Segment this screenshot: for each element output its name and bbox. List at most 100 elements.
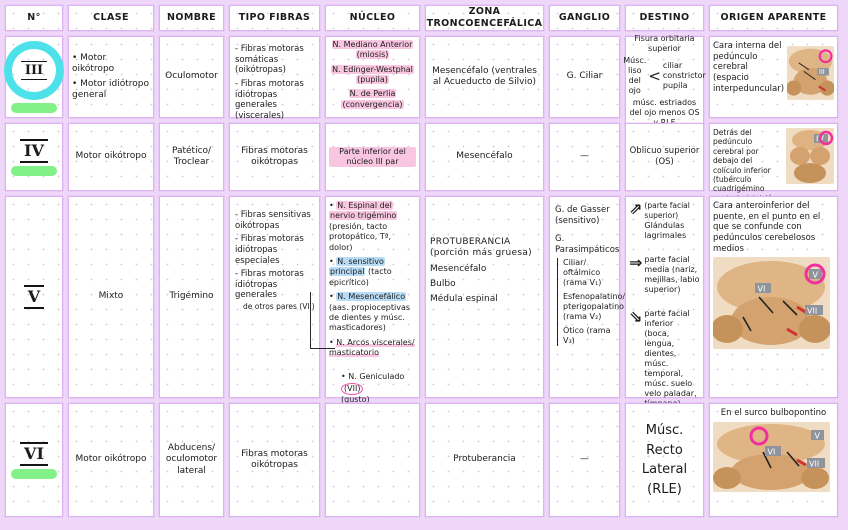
header-ganglio: GANGLIO xyxy=(550,6,619,30)
header-num: N° xyxy=(6,6,62,30)
label-chip: VI xyxy=(765,445,781,456)
nucleus-badge: (VII) xyxy=(341,382,364,396)
row-v-tipo-fibras: Fibras sensitivas oikótropas Fibras moto… xyxy=(230,197,319,397)
row-v-clase: Mixto xyxy=(69,197,153,397)
nucleus-detail: (presión, tacto protopático, Tª, dolor) xyxy=(329,221,392,252)
fiber-type: Fibras motoras idiótropas generales xyxy=(235,269,316,301)
row-vi-destino: Músc. Recto Lateral (RLE) xyxy=(626,404,703,516)
pink-circle-marker xyxy=(818,130,834,146)
fiber-type: Fibras motoras somáticas (oikótropas) xyxy=(235,44,316,76)
destination-line: Fisura orbitaria superior xyxy=(634,34,695,53)
nucleus-detail: (gusto) xyxy=(341,395,370,405)
label-chip: VII xyxy=(807,457,825,468)
brainstem-image: VI V VII xyxy=(713,257,830,350)
ganglion: — xyxy=(580,454,589,465)
ganglion-group-title: G. Parasimpáticos xyxy=(555,234,620,255)
label-chip: III xyxy=(817,67,829,76)
ganglion: Ótico (rama V₃) xyxy=(563,325,611,345)
nerve-name: Trigémino xyxy=(169,291,214,302)
svg-text:VI: VI xyxy=(768,447,776,456)
brainstem-image: III xyxy=(787,46,834,100)
row-vi-nombre: Abducens/ oculomotor lateral xyxy=(160,404,223,516)
nucleus: N. Geniculado xyxy=(348,372,405,382)
apparent-origin-caption: En el surco bulbopontino xyxy=(720,408,827,418)
header-clase: CLASE xyxy=(69,6,153,30)
fiber-type: Fibras sensitivas oikótropas xyxy=(235,210,316,231)
row-vi-zona: Protuberancia xyxy=(426,404,543,516)
header-origen: ORIGEN APARENTE xyxy=(710,6,837,30)
clase-item: Mixto xyxy=(98,291,124,302)
brainstem-zone: Mesencéfalo xyxy=(456,151,513,162)
header-tipo-fibras: TIPO FIBRAS xyxy=(230,6,319,30)
brainstem-zone: Protuberancia xyxy=(453,454,516,465)
label-chip: VII xyxy=(805,305,823,316)
svg-text:III: III xyxy=(819,68,825,76)
destination-line: parte facial inferior (boca, lengua, die… xyxy=(644,309,697,408)
row-iii-num: III xyxy=(4,37,64,117)
row-iv-tipo-fibras: Fibras motoras oikótropas xyxy=(230,124,319,190)
roman-numeral-iv: IV xyxy=(20,138,48,163)
pink-circle-marker xyxy=(749,426,769,446)
nucleus: N. Mesencefálico xyxy=(336,292,407,302)
ganglion: Esfenopalatino/ pterigopalatino (rama V₂… xyxy=(563,291,626,321)
destination-brace-item: constrictor pupila xyxy=(662,71,706,90)
brainstem-zone: Mesencéfalo xyxy=(430,263,487,274)
svg-text:VII: VII xyxy=(807,307,817,316)
nucleus: Parte inferior del núcleo III par xyxy=(329,146,416,168)
header-zona: ZONA TRONCOENCEFÁLICA xyxy=(426,6,543,30)
svg-text:VI: VI xyxy=(758,285,766,294)
fiber-type: Fibras motoras oikótropas xyxy=(241,448,308,470)
nerve-name: Patético/ Troclear xyxy=(171,145,212,167)
header-destino-label: DESTINO xyxy=(639,12,690,24)
nerve-name: Oculomotor xyxy=(165,71,218,82)
row-v-zona: PROTUBERANCIA (porción más gruesa) Mesen… xyxy=(426,197,543,397)
fiber-type: Fibras motoras idiótropas especiales xyxy=(235,234,316,266)
fiber-type-note: de otros pares (VII) xyxy=(243,302,315,311)
ganglion: G. Ciliar xyxy=(566,71,603,82)
header-nucleo: NÚCLEO xyxy=(326,6,419,30)
brainstem-zone: Mesencéfalo (ventrales al Acueducto de S… xyxy=(432,65,537,87)
header-nombre: NOMBRE xyxy=(160,6,223,30)
row-vi-ganglio: — xyxy=(550,404,619,516)
brainstem-image: VI V VII xyxy=(713,421,830,492)
clase-item: Motor oikótropo xyxy=(75,454,147,465)
row-iv-nucleo: Parte inferior del núcleo III par xyxy=(326,124,419,190)
header-zona-label: ZONA TRONCOENCEFÁLICA xyxy=(426,6,543,29)
row-v-destino: ⇗ (parte facial superior) Glándulas lagr… xyxy=(626,197,703,408)
apparent-origin-caption: Cara anteroinferior del puente, en el pu… xyxy=(713,201,821,254)
ganglion: Ciliar/ oftálmico (rama V₁) xyxy=(563,257,602,287)
header-tipo-fibras-label: TIPO FIBRAS xyxy=(238,12,311,24)
brace-glyph: < xyxy=(648,66,661,85)
destination-pre: (parte facial superior) xyxy=(644,201,690,220)
destination-brace-label: Músc. liso del ojo xyxy=(623,56,647,95)
brainstem-zone: Médula espinal xyxy=(430,294,498,304)
brainstem-zone: Bulbo xyxy=(430,278,456,289)
destination-line: Glándulas lagrimales xyxy=(644,221,687,240)
green-highlight-bar xyxy=(11,468,57,479)
header-destino: DESTINO xyxy=(626,6,703,30)
connector-line xyxy=(310,292,335,349)
row-iii-zona: Mesencéfalo (ventrales al Acueducto de S… xyxy=(426,37,543,117)
nerve-name: Abducens/ oculomotor lateral xyxy=(165,443,218,476)
header-num-label: N° xyxy=(27,12,41,24)
row-iii-tipo-fibras: Fibras motoras somáticas (oikótropas) Fi… xyxy=(230,37,319,121)
row-iv-num: IV xyxy=(6,124,62,190)
row-iv-origen: Detrás del pedúnculo cerebral por debajo… xyxy=(710,124,837,212)
destination-line: Oblicuo superior (OS) xyxy=(629,146,700,167)
row-vi-nucleo xyxy=(326,404,419,516)
row-v-nucleo: • N. Espinal del nervio trigémino (presi… xyxy=(326,197,419,404)
row-iii-origen: Cara interna del pedúnculo cerebral (esp… xyxy=(710,37,837,117)
fiber-type: Fibras motoras oikótropas xyxy=(241,145,308,167)
row-vi-clase: Motor oikótropo xyxy=(69,404,153,516)
label-chip: V xyxy=(809,269,822,280)
svg-text:V: V xyxy=(813,271,819,280)
row-v-origen: Cara anteroinferior del puente, en el pu… xyxy=(710,197,837,397)
row-iv-destino: Oblicuo superior (OS) xyxy=(626,124,703,190)
clase-item: Motor idiótropo general xyxy=(72,79,150,102)
clase-item: Motor oikótropo xyxy=(72,53,150,76)
pink-circle-marker xyxy=(818,49,833,64)
nucleus: N. Mediano Anterior (miosis) xyxy=(331,39,414,60)
header-nombre-label: NOMBRE xyxy=(167,12,216,24)
